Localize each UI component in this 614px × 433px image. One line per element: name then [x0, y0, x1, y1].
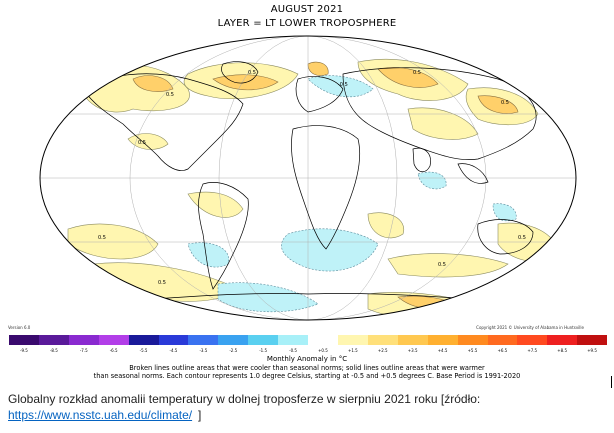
scale-tick-label: +3.5	[407, 348, 418, 353]
color-swatch	[337, 335, 368, 345]
color-swatch	[38, 335, 69, 345]
scale-tick-label: -7.5	[79, 348, 88, 353]
scale-tick-label: +8.5	[557, 348, 567, 353]
scale-tick-label: -6.5	[109, 348, 118, 353]
color-swatch	[457, 335, 488, 345]
scale-tick-label: -3.5	[199, 348, 208, 353]
scale-tick-label: -8.5	[49, 348, 58, 353]
contour-label: 0.5	[248, 70, 256, 76]
graticule	[40, 36, 576, 320]
warm-anomaly-regions	[67, 59, 559, 320]
figure-caption: Globalny rozkład anomalii temperatury w …	[8, 392, 481, 406]
india-outline	[412, 147, 431, 173]
cool-anomaly-regions	[187, 75, 517, 313]
globe-border	[39, 35, 577, 321]
contour-label: 0.5	[138, 140, 146, 146]
southeast-asia-outline	[457, 163, 489, 184]
color-swatch	[547, 335, 578, 345]
south-america-outline	[198, 182, 249, 290]
legend-description-line1: Broken lines outline areas that were coo…	[129, 364, 485, 372]
source-link[interactable]: https://www.nsstc.uah.edu/climate/	[8, 408, 193, 422]
map-subtitle: LAYER = LT LOWER TROPOSPHERE	[217, 18, 397, 29]
copyright-label: Copyright 2021 © University of Alabama i…	[476, 325, 584, 330]
contour-label: 0.5	[98, 235, 106, 241]
text-cursor	[611, 376, 612, 388]
contour-label: 0.5	[413, 70, 421, 76]
asia-outline	[342, 67, 537, 160]
europe-outline	[295, 76, 344, 113]
scale-tick-label: -1.5	[259, 348, 268, 353]
scale-tick-label: -9.5	[20, 348, 28, 353]
color-swatch	[427, 335, 458, 345]
scale-tick-label: +2.5	[377, 348, 388, 353]
contour-label: -0.5	[338, 82, 348, 88]
scale-tick-label: -2.5	[229, 348, 238, 353]
color-swatch	[9, 335, 39, 345]
color-swatch	[517, 335, 548, 345]
color-swatch	[158, 335, 189, 345]
australia-outline	[477, 219, 534, 255]
color-scale-ticks: -9.5 -8.5 -7.5 -6.5 -5.5 -4.5 -3.5 -2.5 -1.5 -0.5…	[0, 348, 614, 356]
color-swatch	[188, 335, 219, 345]
version-label: Version 6.0	[8, 325, 31, 330]
color-swatch	[68, 335, 99, 345]
scale-tick-label: +7.5	[527, 348, 538, 353]
scale-tick-label: +9.5	[587, 348, 597, 353]
contour-label: 0.5	[158, 280, 166, 286]
contour-label: 0.5	[501, 100, 509, 106]
contour-label: 0.5	[166, 92, 174, 98]
africa-outline	[291, 125, 361, 250]
contour-label: 0.5	[518, 235, 526, 241]
greenland-outline	[221, 61, 259, 84]
north-america-outline	[82, 73, 244, 171]
color-swatch	[487, 335, 518, 345]
color-swatch	[278, 335, 309, 345]
legend-description-line2: than seasonal norms. Each contour repres…	[93, 372, 521, 380]
contour-label: 0.5	[438, 262, 446, 268]
color-swatch	[248, 335, 279, 345]
color-swatch	[308, 335, 338, 345]
scale-tick-label: -4.5	[169, 348, 178, 353]
scale-tick-label: +0.5	[318, 348, 328, 353]
scale-tick-label: -5.5	[139, 348, 148, 353]
color-swatch	[577, 335, 608, 345]
legend-title: Monthly Anomaly in °C	[266, 355, 348, 363]
scale-tick-label: +6.5	[497, 348, 508, 353]
scale-tick-label: +4.5	[437, 348, 448, 353]
color-swatch	[218, 335, 249, 345]
color-swatch	[128, 335, 159, 345]
scale-tick-label: +5.5	[467, 348, 478, 353]
color-swatch	[98, 335, 129, 345]
color-swatch	[397, 335, 428, 345]
caption-end: ]	[198, 408, 202, 422]
map-title: AUGUST 2021	[270, 4, 344, 15]
scale-tick-label: +1.5	[347, 348, 358, 353]
color-swatch	[367, 335, 398, 345]
anomaly-map: 0.5 0.5 0.5 0.5 -0.5 0.5 0.5 0.5 0.5 0.5	[39, 35, 577, 321]
scale-tick-label: -0.5	[289, 348, 297, 353]
color-scale-bar	[9, 335, 608, 345]
